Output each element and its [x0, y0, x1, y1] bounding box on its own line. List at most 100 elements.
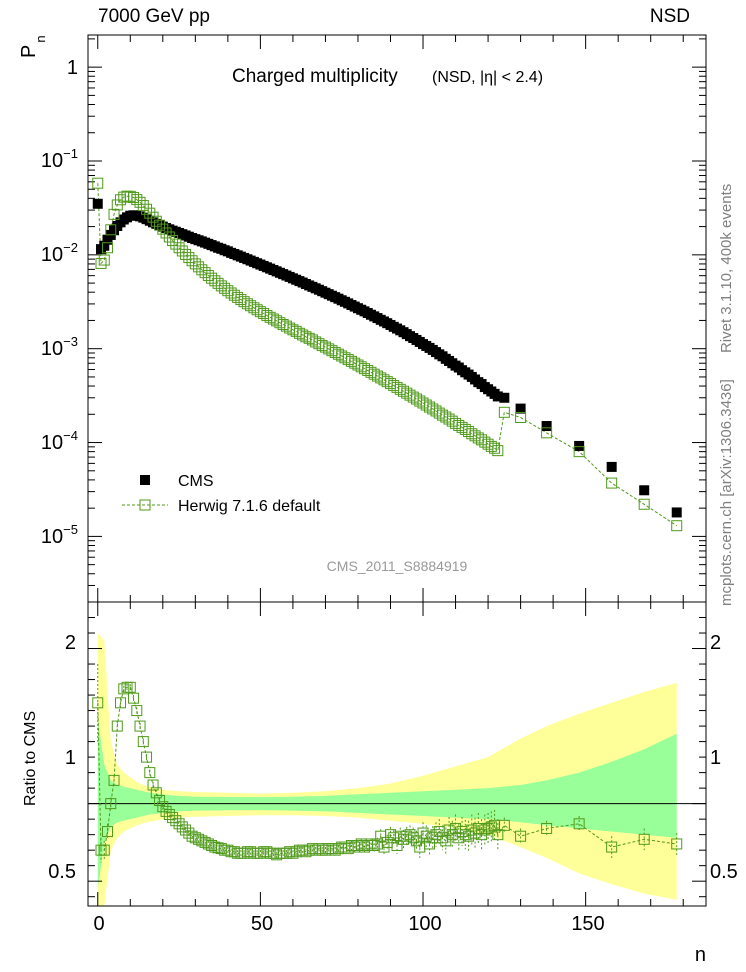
herwig-point [407, 391, 419, 403]
herwig-point [170, 238, 182, 250]
herwig-point [482, 438, 494, 450]
ytick-label-1e-5: 10−5 [41, 522, 78, 548]
herwig-point [196, 264, 208, 276]
ytick-label-1e-1: 10−1 [41, 146, 78, 172]
ratio-point [147, 779, 159, 791]
xtick-labels: 0 50 100 150 [93, 913, 604, 935]
herwig-point [180, 248, 192, 260]
herwig-point [476, 434, 488, 446]
herwig-point [358, 363, 370, 375]
herwig-point [466, 428, 478, 440]
ratio-point [115, 697, 127, 709]
herwig-point [199, 267, 211, 279]
ratio-point [167, 812, 179, 824]
ratio-point [150, 787, 162, 799]
herwig-point [472, 432, 484, 444]
main-frame [87, 34, 707, 603]
chart-subtitle: (NSD, |η| < 2.4) [432, 69, 543, 86]
ratio-panel-frame [87, 601, 707, 907]
xtick-label: 50 [251, 913, 273, 935]
herwig-point [479, 436, 491, 448]
herwig-point [427, 403, 439, 415]
ratio-point [573, 818, 585, 830]
ratio-point [482, 822, 494, 834]
herwig-point [371, 370, 383, 382]
herwig-point [254, 306, 266, 318]
ratio-point [154, 795, 166, 807]
ratio-point [391, 840, 403, 852]
herwig-point [105, 224, 117, 236]
herwig-point [469, 430, 481, 442]
band-outer [97, 633, 677, 906]
herwig-point [134, 196, 146, 208]
main-panel-frame [87, 34, 707, 603]
herwig-point [404, 389, 416, 401]
analysis-watermark: CMS_2011_S8884919 [327, 558, 468, 574]
herwig-point [157, 223, 169, 235]
ratio-point [128, 692, 140, 704]
ytick-label-1: 1 [67, 57, 78, 79]
herwig-point [147, 211, 159, 223]
herwig-point [433, 407, 445, 419]
cms-point [99, 240, 110, 251]
herwig-point [453, 419, 465, 431]
ratio-point [492, 829, 504, 841]
herwig-point [98, 254, 110, 266]
herwig-point [388, 380, 400, 392]
side-label-arxiv: mcplots.cern.ch [arXiv:1306.3436] [718, 379, 735, 606]
ratio-uncertainty-bands [97, 633, 677, 906]
herwig-point [430, 405, 442, 417]
herwig-point [144, 207, 156, 219]
herwig-point [251, 304, 263, 316]
herwig-point [362, 364, 374, 376]
herwig-point [446, 415, 458, 427]
ratio-point [450, 822, 462, 834]
herwig-point [485, 440, 497, 452]
herwig-point [163, 231, 175, 243]
herwig-point [167, 235, 179, 247]
cms-point [639, 485, 650, 496]
herwig-point [515, 411, 527, 423]
herwig-point [154, 219, 166, 231]
main-ylabel: Pn [18, 35, 48, 58]
ratio-ytick-labels-right: 0.5 1 2 [710, 632, 738, 883]
herwig-point [183, 252, 195, 264]
legend-label-cms: CMS [178, 473, 214, 490]
herwig-point [440, 411, 452, 423]
herwig-point [95, 257, 107, 269]
herwig-point [131, 194, 143, 206]
herwig-point [411, 393, 423, 405]
ratio-point [137, 736, 149, 748]
cms-point [541, 421, 552, 432]
herwig-point [232, 291, 244, 303]
chart-title: Charged multiplicity [232, 66, 398, 87]
ratio-point [144, 767, 156, 779]
legend-label-herwig: Herwig 7.1.6 default [178, 498, 321, 515]
header-energy-label: 7000 GeV pp [98, 6, 210, 27]
herwig-point [492, 445, 504, 457]
ratio-ytick-label: 2 [65, 632, 76, 654]
xlabel: n [695, 944, 706, 966]
ratio-point [424, 838, 436, 850]
ratio-point [108, 774, 120, 786]
cms-point [574, 440, 585, 451]
herwig-point [102, 242, 114, 254]
herwig-point [228, 289, 240, 301]
herwig-point [235, 294, 247, 306]
ytick-label-1e-3: 10−3 [41, 334, 78, 360]
ratio-point [671, 838, 683, 850]
main-panel-ticks [88, 35, 706, 603]
herwig-point [241, 298, 253, 310]
herwig-point [160, 227, 172, 239]
ratio-point [485, 821, 497, 833]
xtick-label: 0 [93, 913, 104, 935]
herwig-point [137, 200, 149, 212]
cms-point [499, 392, 510, 403]
ratio-point [170, 815, 182, 827]
ratio-point [131, 705, 143, 717]
herwig-point [375, 372, 387, 384]
legend-marker-herwig [139, 499, 151, 511]
herwig-point [108, 208, 120, 220]
legend-marker-cms [140, 475, 150, 485]
